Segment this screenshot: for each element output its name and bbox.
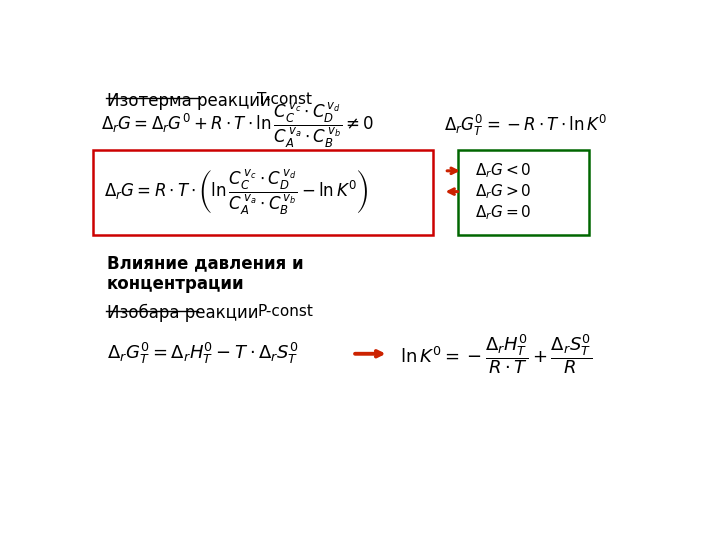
Text: Влияние давления и
концентрации: Влияние давления и концентрации [107,254,303,293]
Text: T-const: T-const [258,92,312,107]
Text: $\Delta_r G = R \cdot T \cdot \left(\ln\dfrac{C_C^{\,v_c} \cdot C_D^{\,v_d}}{C_A: $\Delta_r G = R \cdot T \cdot \left(\ln\… [104,167,368,217]
Text: $\Delta_r G=0$: $\Delta_r G=0$ [475,203,531,222]
Text: $\Delta_r G^0_T = \Delta_r H^0_T - T \cdot \Delta_r S^0_T$: $\Delta_r G^0_T = \Delta_r H^0_T - T \cd… [107,341,298,366]
Text: Изотерма реакции: Изотерма реакции [107,92,271,110]
Text: P-const: P-const [258,304,313,319]
Text: $\Delta_r G = \Delta_r G^0 + R \cdot T \cdot \ln\dfrac{C_C^{\,v_c} \cdot C_D^{\,: $\Delta_r G = \Delta_r G^0 + R \cdot T \… [101,100,374,150]
Text: Изобара реакции: Изобара реакции [107,304,258,322]
FancyBboxPatch shape [459,150,590,235]
Text: $\Delta_r G>0$: $\Delta_r G>0$ [475,183,531,201]
Text: $\Delta_r G<0$: $\Delta_r G<0$ [475,161,531,180]
Text: $\Delta_r G^0_T = -R \cdot T \cdot \ln K^0$: $\Delta_r G^0_T = -R \cdot T \cdot \ln K… [444,112,608,138]
Text: $\ln K^0 = -\dfrac{\Delta_r H^0_T}{R \cdot T} + \dfrac{\Delta_r S^0_T}{R}$: $\ln K^0 = -\dfrac{\Delta_r H^0_T}{R \cd… [400,332,592,376]
FancyBboxPatch shape [93,150,433,235]
